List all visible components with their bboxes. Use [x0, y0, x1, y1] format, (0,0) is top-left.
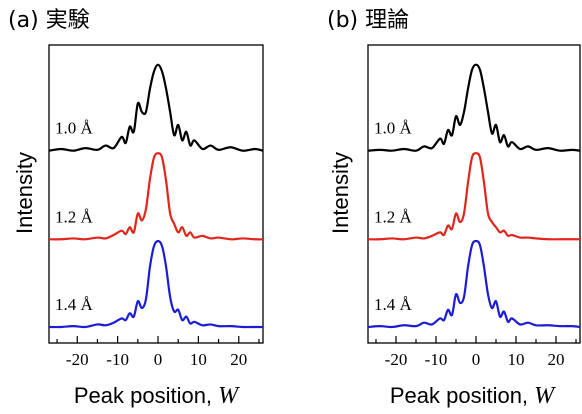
panel-b-ylabel: Intensity: [328, 152, 353, 234]
x-tick-label: 20: [230, 350, 247, 369]
panel-b-title: (b) 理論: [327, 8, 409, 33]
panel-a-xlabel: Peak position, W: [74, 383, 240, 409]
panel-b: (b) 理論 Intensity Peak position, W -20 -10…: [327, 8, 581, 409]
panel-b-x-axis-ticks: -20 -10 0 10 20: [375, 336, 577, 369]
curve-10: [48, 63, 264, 152]
panel-a: (a) 実験 Intensity Peak position, W -20 -10…: [8, 8, 264, 409]
panel-a-xlabel-var: W: [218, 383, 240, 409]
curve-12: [48, 152, 264, 241]
curve-12: [367, 152, 580, 241]
panel-b-curves: 1.0 Å 1.2 Å 1.4 Å: [367, 63, 581, 329]
panel-b-xlabel: Peak position, W: [390, 383, 556, 409]
x-tick-label: -10: [106, 350, 129, 369]
x-tick-label: 10: [190, 350, 207, 369]
panel-a-xlabel-text: Peak position,: [74, 383, 218, 408]
curve-label: 1.4 Å: [55, 295, 94, 314]
panel-b-xlabel-var: W: [534, 383, 556, 409]
curve-10: [367, 63, 581, 152]
panel-a-plot-frame: [48, 44, 264, 344]
x-tick-label: -20: [385, 350, 408, 369]
curve-label: 1.2 Å: [55, 207, 94, 226]
panel-a-x-axis-ticks: -20 -10 0 10 20: [56, 336, 260, 369]
x-tick-label: 0: [472, 350, 481, 369]
x-tick-label: 10: [508, 350, 525, 369]
panel-b-xlabel-text: Peak position,: [390, 383, 534, 408]
curve-14: [48, 239, 263, 329]
curve-14: [367, 239, 581, 329]
curve-label: 1.0 Å: [55, 119, 94, 138]
panel-a-ylabel: Intensity: [12, 152, 37, 234]
x-tick-label: -20: [66, 350, 89, 369]
panel-b-plot-frame: [367, 44, 581, 344]
curve-label: 1.2 Å: [374, 207, 413, 226]
x-tick-label: 20: [548, 350, 565, 369]
curve-label: 1.4 Å: [374, 295, 413, 314]
x-tick-label: 0: [154, 350, 163, 369]
panel-a-curves: 1.0 Å 1.2 Å 1.4 Å: [48, 63, 264, 329]
panel-a-title: (a) 実験: [8, 8, 90, 33]
x-tick-label: -10: [425, 350, 448, 369]
curve-label: 1.0 Å: [374, 119, 413, 138]
